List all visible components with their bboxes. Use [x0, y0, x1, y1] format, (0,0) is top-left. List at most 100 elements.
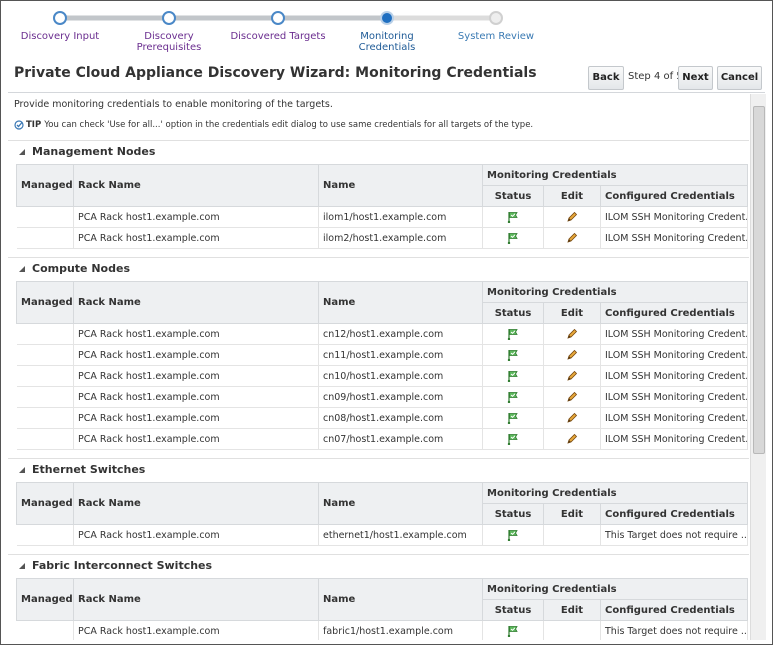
- header-row: Status Edit Configured Credentials: [17, 302, 749, 324]
- configured-credentials: This Target does not require ...: [600, 524, 749, 546]
- edit-cell: [543, 386, 601, 408]
- status-icon: [507, 350, 518, 362]
- managed-cell: [16, 386, 74, 408]
- status-cell: [482, 323, 544, 345]
- column-header: Managed: [16, 164, 74, 207]
- next-button[interactable]: Next: [678, 66, 713, 90]
- train-label[interactable]: Discovery Input: [20, 31, 100, 42]
- separator: [8, 92, 765, 93]
- status-icon: [507, 392, 518, 404]
- edit-cell: [543, 365, 601, 387]
- status-cell: [482, 344, 544, 366]
- collapse-icon[interactable]: [18, 466, 26, 474]
- collapse-icon[interactable]: [18, 562, 26, 570]
- section-table: Managed Rack Name Name Monitoring Credentia…: [16, 578, 749, 640]
- column-header: Status: [482, 599, 544, 621]
- status-cell: [482, 620, 544, 640]
- collapse-icon[interactable]: [18, 148, 26, 156]
- column-header: Status: [482, 503, 544, 525]
- column-header: Status: [482, 185, 544, 207]
- intro-text: Provide monitoring credentials to enable…: [14, 99, 333, 110]
- train-stop[interactable]: [271, 11, 285, 25]
- managed-cell: [16, 206, 74, 228]
- table-row[interactable]: PCA Rack host1.example.com cn10/host1.exa…: [16, 365, 749, 387]
- status-icon: [507, 371, 518, 383]
- table-row[interactable]: PCA Rack host1.example.com cn08/host1.exa…: [16, 407, 749, 429]
- header-row: Managed Rack Name Name Monitoring Credentia…: [16, 164, 749, 207]
- target-name: cn09/host1.example.com: [318, 386, 483, 408]
- scroll-thumb[interactable]: [753, 106, 765, 454]
- configured-credentials: ILOM SSH Monitoring Credent...: [600, 407, 749, 429]
- cancel-button[interactable]: Cancel: [717, 66, 762, 90]
- table-row[interactable]: PCA Rack host1.example.com cn09/host1.exa…: [16, 386, 749, 408]
- column-header: Rack Name: [73, 482, 319, 525]
- back-button[interactable]: Back: [588, 66, 624, 90]
- configured-credentials: This Target does not require ...: [600, 620, 749, 640]
- table-row[interactable]: PCA Rack host1.example.com cn07/host1.exa…: [16, 428, 749, 450]
- target-name: cn12/host1.example.com: [318, 323, 483, 345]
- edit-cell: [543, 524, 601, 546]
- edit-icon[interactable]: [566, 370, 578, 382]
- page-title: Private Cloud Appliance Discovery Wizard…: [14, 65, 537, 81]
- section-header[interactable]: Ethernet Switches: [8, 458, 749, 480]
- header-row: Status Edit Configured Credentials: [17, 185, 749, 207]
- column-header: Name: [318, 164, 483, 207]
- train-label[interactable]: Discovery Prerequisites: [136, 31, 202, 53]
- edit-icon[interactable]: [566, 349, 578, 361]
- status-cell: [482, 407, 544, 429]
- rack-name: PCA Rack host1.example.com: [73, 428, 319, 450]
- section-header[interactable]: Management Nodes: [8, 140, 749, 162]
- table-row[interactable]: PCA Rack host1.example.com ethernet1/host…: [16, 524, 749, 546]
- section-title: Management Nodes: [32, 145, 156, 158]
- edit-cell: [543, 227, 601, 249]
- train-label[interactable]: Discovered Targets: [230, 31, 326, 42]
- table-row[interactable]: PCA Rack host1.example.com cn11/host1.exa…: [16, 344, 749, 366]
- tip-icon: [14, 119, 24, 130]
- edit-cell: [543, 428, 601, 450]
- section-header[interactable]: Fabric Interconnect Switches: [8, 554, 749, 576]
- rack-name: PCA Rack host1.example.com: [73, 227, 319, 249]
- edit-icon[interactable]: [566, 391, 578, 403]
- rack-name: PCA Rack host1.example.com: [73, 620, 319, 640]
- target-name: ilom1/host1.example.com: [318, 206, 483, 228]
- managed-cell: [16, 620, 74, 640]
- train-stop: [489, 11, 503, 25]
- column-header: Name: [318, 578, 483, 621]
- table-row[interactable]: PCA Rack host1.example.com ilom1/host1.ex…: [16, 206, 749, 228]
- column-header: Configured Credentials: [599, 599, 749, 621]
- managed-cell: [16, 323, 74, 345]
- scrollbar[interactable]: [750, 94, 766, 640]
- column-header: Status: [482, 302, 544, 324]
- managed-cell: [16, 407, 74, 429]
- target-name: cn08/host1.example.com: [318, 407, 483, 429]
- collapse-icon[interactable]: [18, 265, 26, 273]
- edit-icon[interactable]: [566, 412, 578, 424]
- section-header[interactable]: Compute Nodes: [8, 257, 749, 279]
- column-header: Managed: [16, 281, 74, 324]
- edit-cell: [543, 323, 601, 345]
- table-row[interactable]: PCA Rack host1.example.com cn12/host1.exa…: [16, 323, 749, 345]
- column-header: Edit: [543, 302, 601, 324]
- target-name: ethernet1/host1.example.com: [318, 524, 483, 546]
- header-row: Managed Rack Name Name Monitoring Credentia…: [16, 482, 749, 525]
- rack-name: PCA Rack host1.example.com: [73, 323, 319, 345]
- rack-name: PCA Rack host1.example.com: [73, 206, 319, 228]
- table-row[interactable]: PCA Rack host1.example.com ilom2/host1.ex…: [16, 227, 749, 249]
- train-stop[interactable]: [53, 11, 67, 25]
- edit-cell: [543, 620, 601, 640]
- edit-icon[interactable]: [566, 232, 578, 244]
- rack-name: PCA Rack host1.example.com: [73, 407, 319, 429]
- table-row[interactable]: PCA Rack host1.example.com fabric1/host1.…: [16, 620, 749, 640]
- train-stop[interactable]: [380, 11, 394, 25]
- section-title: Compute Nodes: [32, 262, 130, 275]
- edit-icon[interactable]: [566, 211, 578, 223]
- target-name: cn07/host1.example.com: [318, 428, 483, 450]
- edit-icon[interactable]: [566, 328, 578, 340]
- train-stop[interactable]: [162, 11, 176, 25]
- status-icon: [507, 212, 518, 224]
- edit-icon[interactable]: [566, 433, 578, 445]
- column-header: Name: [318, 281, 483, 324]
- configured-credentials: ILOM SSH Monitoring Credent...: [600, 386, 749, 408]
- column-header: Configured Credentials: [599, 302, 749, 324]
